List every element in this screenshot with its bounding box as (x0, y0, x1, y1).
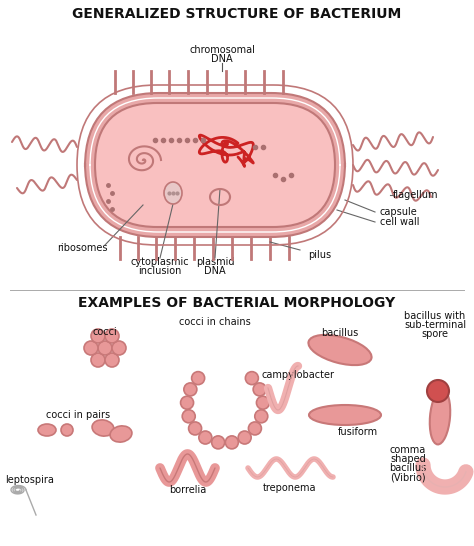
Text: plasmid: plasmid (196, 257, 234, 267)
Ellipse shape (164, 182, 182, 204)
Text: flagellum: flagellum (393, 190, 438, 200)
Ellipse shape (248, 422, 262, 435)
Text: EXAMPLES OF BACTERIAL MORPHOLOGY: EXAMPLES OF BACTERIAL MORPHOLOGY (78, 296, 396, 310)
Ellipse shape (255, 410, 268, 423)
Text: inclusion: inclusion (138, 266, 182, 276)
Text: ribosomes: ribosomes (57, 243, 107, 253)
Ellipse shape (61, 424, 73, 436)
Text: cocci in pairs: cocci in pairs (46, 410, 110, 420)
Ellipse shape (191, 372, 205, 384)
Text: shaped: shaped (390, 454, 426, 464)
Text: cocci in chains: cocci in chains (179, 317, 251, 327)
Ellipse shape (181, 396, 193, 409)
Ellipse shape (430, 390, 450, 444)
Ellipse shape (225, 436, 238, 449)
Text: pilus: pilus (309, 250, 331, 260)
Text: campylobacter: campylobacter (262, 370, 335, 380)
FancyBboxPatch shape (85, 93, 345, 237)
Text: spore: spore (421, 329, 448, 339)
Ellipse shape (256, 396, 269, 409)
Text: cocci: cocci (92, 327, 118, 337)
Text: bacillus with: bacillus with (404, 311, 465, 321)
Ellipse shape (91, 353, 105, 367)
Text: (Vibrio): (Vibrio) (390, 472, 426, 482)
Text: capsule: capsule (380, 207, 418, 217)
Text: DNA: DNA (204, 266, 226, 276)
Ellipse shape (309, 405, 381, 425)
Ellipse shape (427, 380, 449, 402)
Ellipse shape (105, 329, 119, 343)
Ellipse shape (212, 436, 225, 449)
Ellipse shape (92, 420, 114, 436)
Ellipse shape (91, 329, 105, 343)
Ellipse shape (246, 372, 258, 384)
FancyBboxPatch shape (95, 103, 335, 227)
Ellipse shape (38, 424, 56, 436)
Ellipse shape (98, 341, 112, 355)
Ellipse shape (189, 422, 201, 435)
Ellipse shape (309, 335, 372, 365)
Text: cell wall: cell wall (380, 217, 419, 227)
Text: DNA: DNA (211, 54, 233, 64)
Ellipse shape (253, 383, 266, 396)
Text: bacillus: bacillus (321, 328, 359, 338)
Ellipse shape (110, 426, 132, 442)
Text: bacillus: bacillus (389, 463, 427, 473)
Text: comma: comma (390, 445, 426, 455)
Text: leptospira: leptospira (6, 475, 55, 485)
Ellipse shape (84, 341, 98, 355)
Text: sub-terminal: sub-terminal (404, 320, 466, 330)
Text: treponema: treponema (263, 483, 317, 493)
Ellipse shape (184, 383, 197, 396)
Ellipse shape (112, 341, 126, 355)
Text: fusiform: fusiform (338, 427, 378, 437)
Ellipse shape (238, 431, 251, 444)
Text: borrelia: borrelia (169, 485, 207, 495)
Ellipse shape (182, 410, 195, 423)
Ellipse shape (199, 431, 212, 444)
Text: chromosomal: chromosomal (189, 45, 255, 55)
Text: cytoplasmic: cytoplasmic (131, 257, 189, 267)
Ellipse shape (105, 353, 119, 367)
Text: GENERALIZED STRUCTURE OF BACTERIUM: GENERALIZED STRUCTURE OF BACTERIUM (73, 7, 401, 21)
